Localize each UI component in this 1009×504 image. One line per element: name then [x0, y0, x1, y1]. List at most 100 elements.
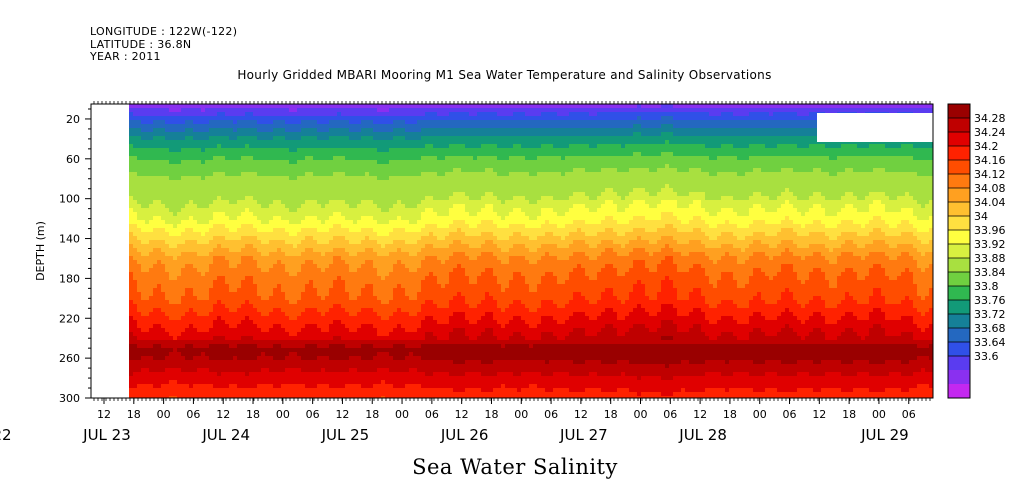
- heatmap-cell: [377, 132, 382, 137]
- heatmap-cell: [353, 104, 358, 109]
- heatmap-cell: [273, 224, 278, 229]
- heatmap-cell: [301, 388, 306, 393]
- heatmap-cell: [229, 252, 234, 257]
- heatmap-cell: [265, 124, 270, 129]
- heatmap-cell: [373, 116, 378, 121]
- heatmap-cell: [353, 164, 358, 169]
- heatmap-cell: [245, 184, 250, 189]
- heatmap-cell: [341, 232, 346, 237]
- heatmap-cell: [217, 372, 222, 377]
- heatmap-cell: [185, 140, 190, 145]
- heatmap-cell: [301, 220, 306, 225]
- heatmap-cell: [237, 164, 242, 169]
- heatmap-cell: [189, 272, 194, 277]
- heatmap-cell: [185, 152, 190, 157]
- heatmap-cell: [349, 316, 354, 321]
- heatmap-cell: [345, 220, 350, 225]
- heatmap-cell: [281, 204, 286, 209]
- heatmap-cell: [393, 132, 398, 137]
- heatmap-cell: [261, 196, 266, 201]
- heatmap-cell: [209, 332, 214, 337]
- heatmap-cell: [169, 252, 174, 257]
- heatmap-cell: [313, 352, 318, 357]
- heatmap-cell: [249, 328, 254, 333]
- heatmap-cell: [185, 280, 190, 285]
- heatmap-cell: [341, 112, 346, 117]
- heatmap-cell: [129, 236, 134, 241]
- heatmap-cell: [229, 148, 234, 153]
- heatmap-cell: [345, 356, 350, 361]
- heatmap-cell: [285, 328, 290, 333]
- heatmap-cell: [173, 148, 178, 153]
- heatmap-cell: [389, 208, 394, 213]
- heatmap-cell: [249, 380, 254, 385]
- heatmap-cell: [329, 328, 334, 333]
- heatmap-cell: [205, 388, 210, 393]
- heatmap-cell: [273, 156, 278, 161]
- heatmap-cell: [313, 236, 318, 241]
- heatmap-cell: [157, 200, 162, 205]
- heatmap-cell: [197, 152, 202, 157]
- heatmap-cell: [345, 384, 350, 389]
- heatmap-cell: [197, 260, 202, 265]
- heatmap-cell: [317, 152, 322, 157]
- heatmap-cell: [293, 224, 298, 229]
- heatmap-cell: [377, 344, 382, 349]
- heatmap-cell: [289, 108, 294, 113]
- heatmap-cell: [209, 156, 214, 161]
- heatmap-cell: [157, 292, 162, 297]
- heatmap-cell: [377, 340, 382, 345]
- heatmap-cell: [293, 140, 298, 145]
- heatmap-cell: [333, 124, 338, 129]
- heatmap-cell: [381, 264, 386, 269]
- heatmap-cell: [245, 232, 250, 237]
- heatmap-cell: [161, 156, 166, 161]
- heatmap-cell: [361, 380, 366, 385]
- heatmap-cell: [301, 380, 306, 385]
- heatmap-cell: [253, 176, 258, 181]
- heatmap-cell: [265, 256, 270, 261]
- heatmap-cell: [389, 152, 394, 157]
- heatmap-cell: [333, 104, 338, 109]
- heatmap-cell: [277, 176, 282, 181]
- heatmap-cell: [281, 212, 286, 217]
- heatmap-cell: [161, 272, 166, 277]
- heatmap-cell: [205, 296, 210, 301]
- heatmap-cell: [141, 232, 146, 237]
- heatmap-cell: [385, 176, 390, 181]
- heatmap-cell: [377, 212, 382, 217]
- heatmap-cell: [129, 312, 134, 317]
- heatmap-cell: [269, 108, 274, 113]
- heatmap-cell: [365, 160, 370, 165]
- heatmap-cell: [161, 212, 166, 217]
- heatmap-cell: [337, 328, 342, 333]
- heatmap-cell: [397, 164, 402, 169]
- heatmap-cell: [309, 216, 314, 221]
- heatmap-cell: [237, 272, 242, 277]
- heatmap-cell: [365, 232, 370, 237]
- heatmap-cell: [269, 272, 274, 277]
- heatmap-cell: [333, 388, 338, 393]
- heatmap-cell: [389, 140, 394, 145]
- heatmap-cell: [381, 368, 386, 373]
- heatmap-cell: [313, 232, 318, 237]
- heatmap-cell: [141, 396, 146, 399]
- heatmap-cell: [149, 372, 154, 377]
- heatmap-cell: [329, 164, 334, 169]
- heatmap-cell: [329, 392, 334, 397]
- heatmap-cell: [153, 212, 158, 217]
- heatmap-cell: [393, 332, 398, 337]
- heatmap-cell: [297, 340, 302, 345]
- heatmap-cell: [237, 388, 242, 393]
- heatmap-cell: [285, 360, 290, 365]
- heatmap-cell: [349, 204, 354, 209]
- heatmap-cell: [389, 252, 394, 257]
- heatmap-cell: [321, 232, 326, 237]
- heatmap-cell: [365, 148, 370, 153]
- heatmap-cell: [321, 380, 326, 385]
- heatmap-cell: [309, 288, 314, 293]
- heatmap-cell: [377, 228, 382, 233]
- heatmap-cell: [257, 148, 262, 153]
- heatmap-cell: [185, 124, 190, 129]
- heatmap-cell: [205, 300, 210, 305]
